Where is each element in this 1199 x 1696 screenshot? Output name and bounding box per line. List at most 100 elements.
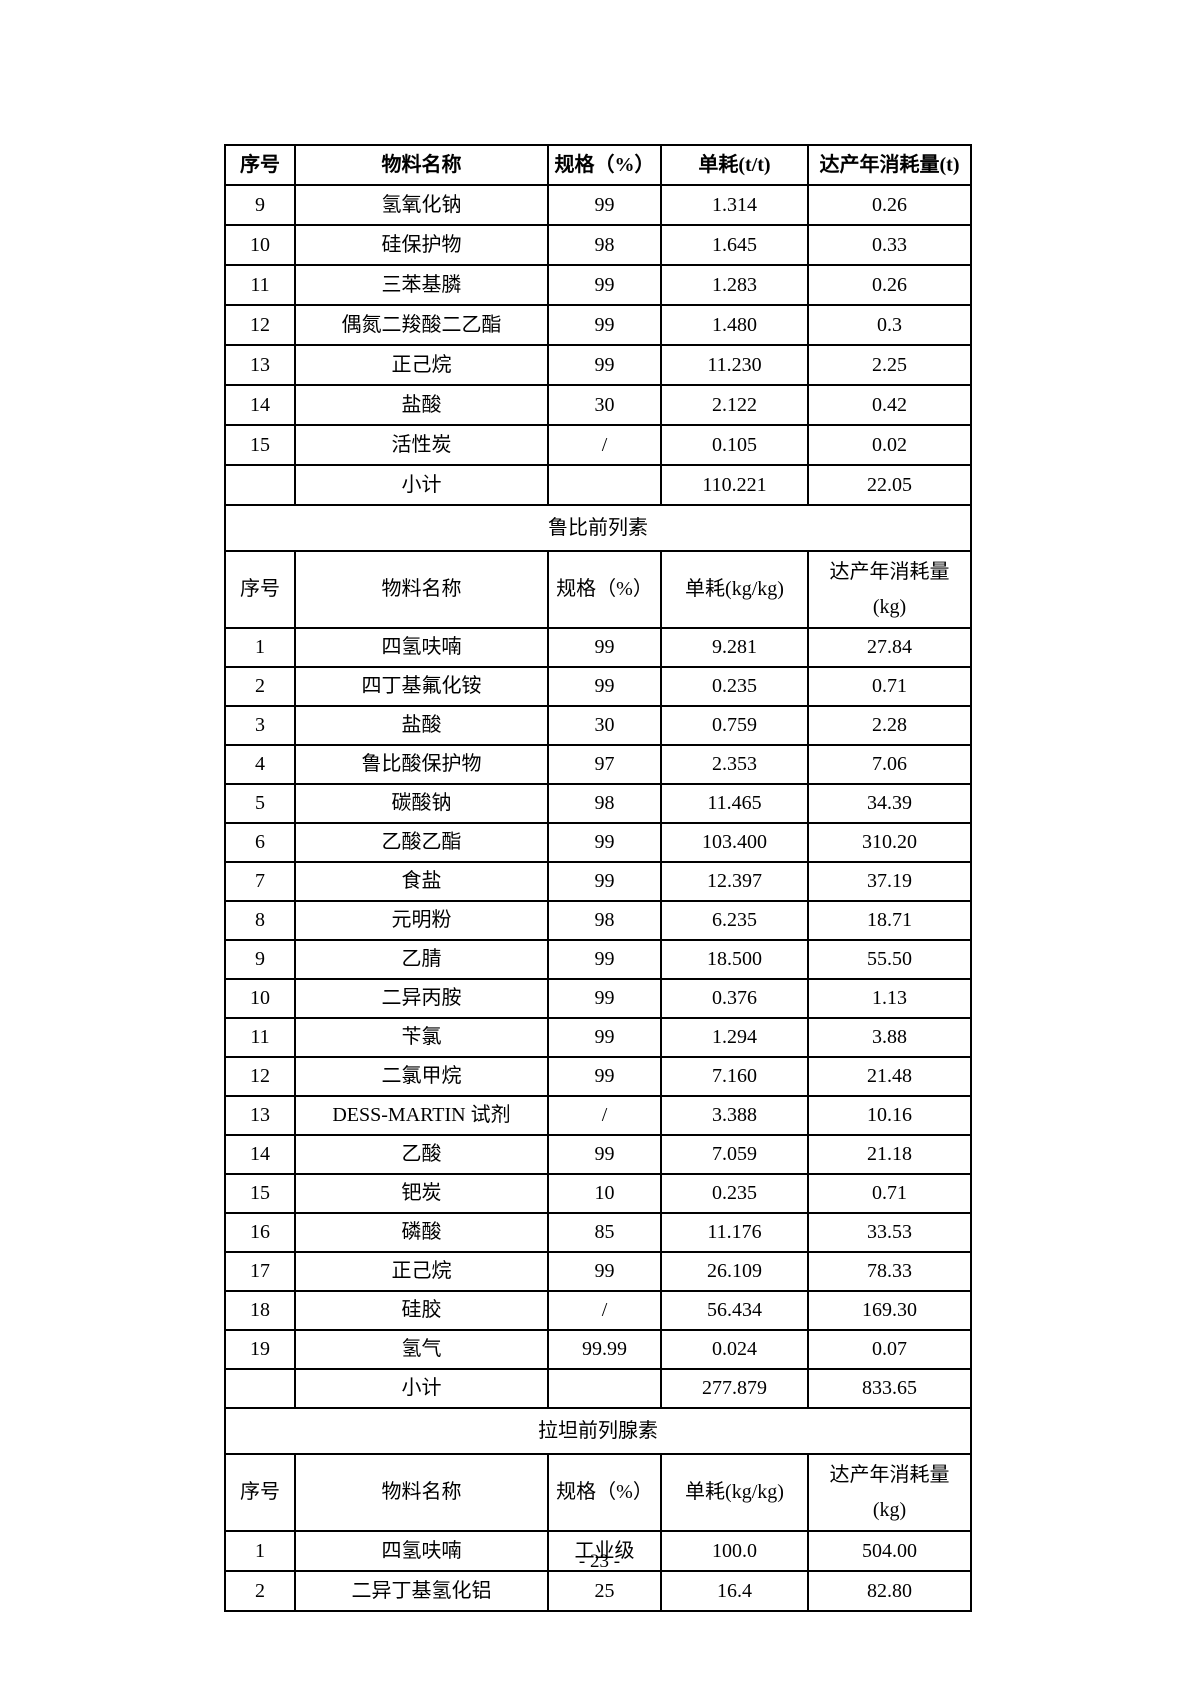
table-cell-col2: 活性炭 [294,424,549,466]
table-cell-col3: 85 [547,1212,662,1253]
table-cell-col3: 99 [547,666,662,707]
table-cell-col3: 99 [547,1251,662,1292]
section-title: 鲁比前列素 [224,504,972,552]
table-cell-col2: 盐酸 [294,705,549,746]
table-cell-col2: 二氯甲烷 [294,1056,549,1097]
header-cell-col2: 物料名称 [294,550,549,629]
section-title: 拉坦前列腺素 [224,1407,972,1455]
table-cell-col3: 98 [547,224,662,266]
table-cell-col1: 5 [224,783,296,824]
table-cell-col4: 11.465 [660,783,809,824]
table-cell-col4: 1.480 [660,304,809,346]
table-cell-col5: 169.30 [807,1290,972,1331]
table-cell-col4: 7.160 [660,1056,809,1097]
subtotal-cell-col5: 833.65 [807,1368,972,1409]
table-cell-col5: 0.42 [807,384,972,426]
subtotal-cell-col3 [547,1368,662,1409]
table-cell-col5: 0.26 [807,184,972,226]
table-cell-col2: 钯炭 [294,1173,549,1214]
table-cell-col2: 二异丁基氢化铝 [294,1570,549,1612]
header-cell-col2: 物料名称 [294,1453,549,1532]
header-cell-col3: 规格（%） [547,144,662,186]
table-cell-col3: 99 [547,1056,662,1097]
table-cell-col4: 16.4 [660,1570,809,1612]
table-cell-col4: 7.059 [660,1134,809,1175]
table-cell-col5: 21.48 [807,1056,972,1097]
table-cell-col2: 氢氧化钠 [294,184,549,226]
table-cell-col1: 13 [224,344,296,386]
table-cell-col5: 2.28 [807,705,972,746]
table-cell-col3: 98 [547,783,662,824]
table-cell-col4: 9.281 [660,627,809,668]
table-cell-col3: 99 [547,861,662,902]
table-cell-col3: 99 [547,304,662,346]
table-cell-col3: 30 [547,384,662,426]
table-cell-col1: 10 [224,978,296,1019]
table-cell-col4: 56.434 [660,1290,809,1331]
table-cell-col1: 12 [224,1056,296,1097]
table-cell-col1: 17 [224,1251,296,1292]
table-cell-col4: 2.353 [660,744,809,785]
table-cell-col3: 99 [547,822,662,863]
table-cell-col5: 2.25 [807,344,972,386]
table-cell-col1: 12 [224,304,296,346]
table-cell-col2: 四丁基氟化铵 [294,666,549,707]
table-cell-col3: / [547,1290,662,1331]
table-cell-col3: 98 [547,900,662,941]
table-cell-col4: 0.376 [660,978,809,1019]
header-cell-col1: 序号 [224,144,296,186]
header-cell-col1: 序号 [224,1453,296,1532]
table-cell-col1: 11 [224,1017,296,1058]
table-cell-col2: 氢气 [294,1329,549,1370]
table-cell-col2: 磷酸 [294,1212,549,1253]
table-cell-col1: 15 [224,424,296,466]
table-cell-col2: 三苯基膦 [294,264,549,306]
table-cell-col3: 工业级 [547,1530,662,1572]
table-cell-col3: 99 [547,978,662,1019]
table-cell-col4: 0.235 [660,666,809,707]
table-cell-col5: 18.71 [807,900,972,941]
table-cell-col2: 鲁比酸保护物 [294,744,549,785]
table-cell-col2: 乙腈 [294,939,549,980]
table-cell-col2: DESS-MARTIN 试剂 [294,1095,549,1136]
header-cell-col2: 物料名称 [294,144,549,186]
table-cell-col4: 11.176 [660,1212,809,1253]
table-cell-col5: 0.71 [807,1173,972,1214]
table-cell-col3: / [547,1095,662,1136]
table-cell-col5: 55.50 [807,939,972,980]
table-cell-col5: 0.07 [807,1329,972,1370]
table-cell-col4: 1.283 [660,264,809,306]
table-cell-col1: 16 [224,1212,296,1253]
table-cell-col3: 99 [547,344,662,386]
table-cell-col5: 10.16 [807,1095,972,1136]
table-cell-col2: 二异丙胺 [294,978,549,1019]
table-cell-col4: 2.122 [660,384,809,426]
table-cell-col1: 2 [224,666,296,707]
table-cell-col5: 504.00 [807,1530,972,1572]
table-cell-col5: 82.80 [807,1570,972,1612]
header-cell-col5: 达产年消耗量 (kg) [807,550,972,629]
table-cell-col5: 0.26 [807,264,972,306]
table-cell-col1: 9 [224,184,296,226]
table-cell-col2: 食盐 [294,861,549,902]
header-cell-col3: 规格（%） [547,550,662,629]
table-cell-col1: 2 [224,1570,296,1612]
table-cell-col4: 0.105 [660,424,809,466]
table-cell-col2: 偶氮二羧酸二乙酯 [294,304,549,346]
table-cell-col5: 0.71 [807,666,972,707]
table-cell-col4: 1.645 [660,224,809,266]
table-cell-col3: 97 [547,744,662,785]
table-cell-col5: 27.84 [807,627,972,668]
table-cell-col5: 310.20 [807,822,972,863]
table-cell-col3: 99 [547,184,662,226]
table-cell-col2: 元明粉 [294,900,549,941]
subtotal-cell-col4: 110.221 [660,464,809,506]
table-cell-col2: 乙酸 [294,1134,549,1175]
table-cell-col2: 正己烷 [294,344,549,386]
table-cell-col4: 3.388 [660,1095,809,1136]
table-cell-col1: 9 [224,939,296,980]
table-cell-col3: 99.99 [547,1329,662,1370]
table-cell-col1: 7 [224,861,296,902]
table-cell-col1: 10 [224,224,296,266]
table-cell-col4: 12.397 [660,861,809,902]
